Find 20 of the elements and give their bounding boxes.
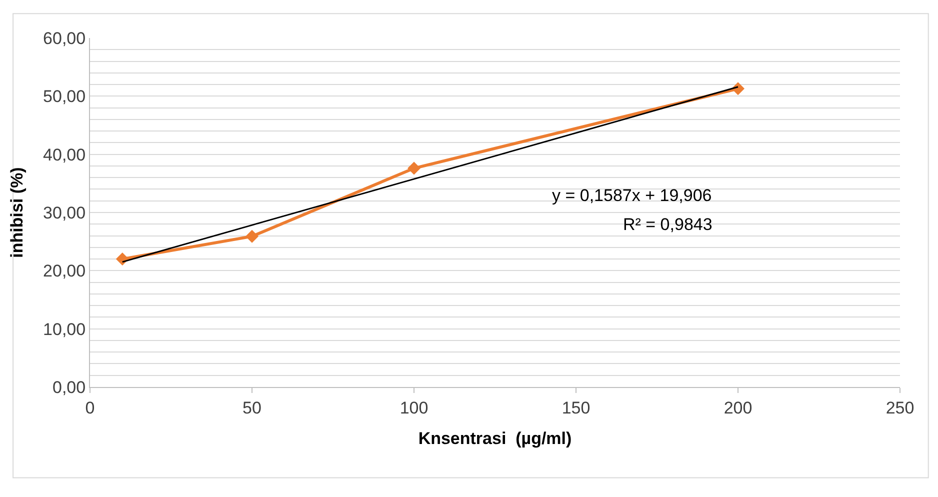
x-tick-label: 200 [724,398,752,418]
x-tick-label: 250 [886,398,914,418]
x-tick-label: 50 [242,398,262,418]
x-tick-label: 150 [562,398,590,418]
annotation: y = 0,1587x + 19,906 [552,186,712,205]
point [246,230,258,243]
x-tick-label: 100 [400,398,428,418]
x-tick-label: 0 [85,398,95,418]
x-axis-title: Knsentrasi (µg/ml) [418,428,572,448]
y-tick-label: 30,00 [43,203,86,222]
y-tick-label: 60,00 [43,28,86,48]
point [408,162,420,175]
y-axis-title: inhibisi (%) [8,167,27,258]
y-tick-label: 10,00 [43,320,86,339]
point [116,252,129,266]
y-tick-label: 0,00 [52,378,86,397]
annotation: R² = 0,9843 [623,215,712,234]
y-tick-label: 50,00 [43,87,86,106]
y-tick-label: 40,00 [43,145,86,164]
y-tick-label: 20,00 [43,262,86,281]
